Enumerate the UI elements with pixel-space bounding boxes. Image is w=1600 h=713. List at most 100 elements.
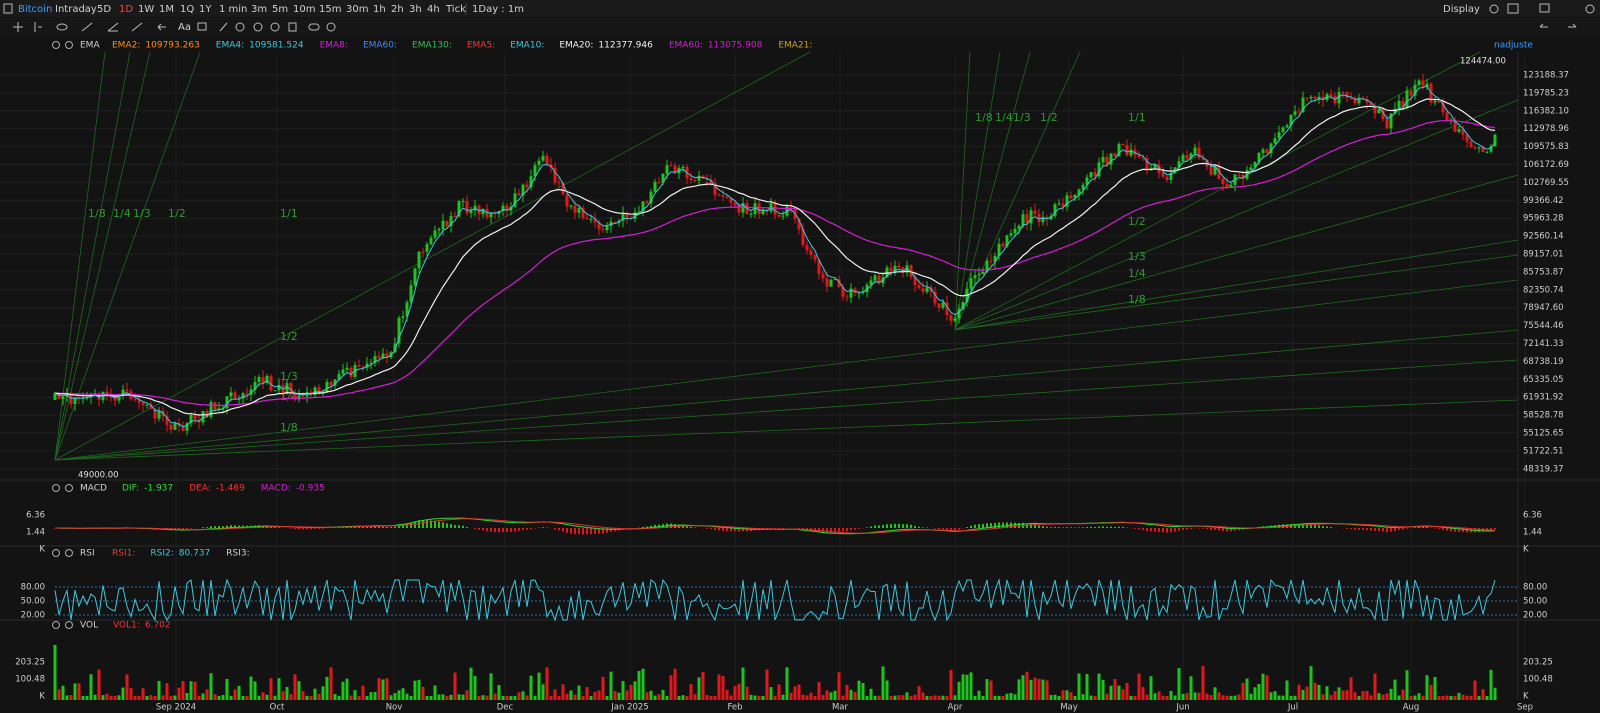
period-selector[interactable]: 1Day : 1m bbox=[472, 4, 524, 15]
volume-bar bbox=[941, 695, 945, 700]
volume-bar bbox=[657, 694, 661, 700]
note-tool[interactable] bbox=[197, 22, 207, 31]
interval[interactable]: 3m bbox=[251, 4, 267, 15]
interval[interactable]: 4h bbox=[427, 4, 440, 15]
pen-tool[interactable] bbox=[219, 22, 228, 32]
volume-bar bbox=[981, 695, 985, 700]
macd-bar bbox=[1138, 528, 1140, 530]
candle-body bbox=[525, 184, 529, 188]
candle-body bbox=[917, 285, 921, 289]
range[interactable]: 1M bbox=[159, 4, 174, 15]
volume-bar bbox=[61, 685, 65, 700]
study-name[interactable]: MACD bbox=[80, 484, 107, 494]
study-name[interactable]: RSI bbox=[80, 549, 95, 559]
volume-bar bbox=[109, 695, 113, 700]
interval[interactable]: 1 min bbox=[219, 4, 247, 15]
macd-bar bbox=[994, 522, 996, 528]
volume-bar bbox=[197, 696, 201, 700]
study-settings[interactable] bbox=[52, 484, 60, 492]
range[interactable]: 5D bbox=[97, 4, 111, 15]
volume-bar bbox=[1081, 694, 1085, 700]
link-tool[interactable] bbox=[308, 23, 320, 31]
macd-bar bbox=[398, 525, 400, 528]
delete-tool[interactable] bbox=[288, 22, 297, 32]
volume-bar bbox=[1145, 694, 1149, 700]
range[interactable]: Intraday bbox=[55, 4, 97, 15]
volume-bar bbox=[605, 695, 609, 700]
pattern-tool[interactable] bbox=[131, 22, 143, 32]
text-tool[interactable]: Aa bbox=[178, 22, 191, 33]
interval[interactable]: 10m bbox=[293, 4, 315, 15]
interval[interactable]: 5m bbox=[272, 4, 288, 15]
candle-body bbox=[921, 288, 925, 292]
macd-bar bbox=[506, 528, 508, 533]
candle-body bbox=[933, 291, 937, 304]
study-close[interactable] bbox=[65, 621, 73, 629]
interval[interactable]: 1h bbox=[373, 4, 386, 15]
range[interactable]: 1Y bbox=[199, 4, 212, 15]
volume-bar bbox=[129, 688, 133, 700]
fib-tool[interactable] bbox=[107, 22, 119, 32]
layout-icon[interactable] bbox=[1507, 3, 1519, 14]
study-close[interactable] bbox=[65, 41, 73, 49]
hide-tool[interactable] bbox=[270, 22, 280, 32]
lock-tool[interactable] bbox=[253, 22, 263, 32]
candle-body bbox=[1085, 177, 1089, 185]
study-close[interactable] bbox=[65, 484, 73, 492]
volume-bar bbox=[205, 689, 209, 700]
adjust-toggle[interactable]: nadjuste bbox=[1494, 41, 1533, 51]
volume-bar bbox=[465, 690, 469, 700]
settings-icon[interactable] bbox=[1489, 4, 1499, 14]
macd-bar bbox=[362, 526, 364, 528]
candle-body bbox=[845, 296, 849, 298]
interval[interactable]: Tick bbox=[445, 4, 466, 15]
candle-body bbox=[581, 207, 585, 218]
study-settings[interactable] bbox=[52, 549, 60, 557]
macd-bar bbox=[1154, 528, 1156, 532]
volume-bar bbox=[453, 672, 457, 700]
volume-bar bbox=[257, 695, 261, 700]
interval[interactable]: 3h bbox=[409, 4, 422, 15]
candle-body bbox=[829, 279, 833, 287]
move-tool[interactable] bbox=[13, 22, 23, 32]
range[interactable]: 1W bbox=[138, 4, 154, 15]
study-name[interactable]: EMA bbox=[80, 41, 100, 51]
candle-body bbox=[557, 182, 561, 184]
legend-value: 113075.908 bbox=[708, 41, 763, 51]
cursor-tool[interactable] bbox=[34, 22, 42, 32]
macd-bar bbox=[942, 528, 944, 530]
macd-bar bbox=[822, 528, 824, 533]
study-settings[interactable] bbox=[52, 41, 60, 49]
macd-bar bbox=[218, 526, 220, 528]
interval[interactable]: 15m bbox=[319, 4, 341, 15]
line-tool[interactable] bbox=[81, 22, 93, 32]
volume-bar bbox=[1209, 695, 1213, 700]
tool-settings[interactable] bbox=[326, 22, 336, 32]
sidebar-icon[interactable] bbox=[3, 3, 13, 14]
magnet-tool[interactable] bbox=[235, 22, 245, 32]
macd-bar bbox=[1134, 528, 1136, 529]
study-settings[interactable] bbox=[52, 621, 60, 629]
volume-bar bbox=[913, 694, 917, 700]
macd-bar bbox=[1066, 527, 1068, 528]
symbol[interactable]: Bitcoin bbox=[18, 4, 52, 15]
candle-body bbox=[1165, 176, 1169, 180]
study-name[interactable]: VOL bbox=[80, 621, 98, 631]
interval[interactable]: 2h bbox=[391, 4, 404, 15]
volume-bar bbox=[1041, 679, 1045, 700]
interval[interactable]: 30m bbox=[346, 4, 368, 15]
range[interactable]: 1Q bbox=[180, 4, 194, 15]
redo[interactable] bbox=[1568, 23, 1577, 28]
volume-bar bbox=[965, 674, 969, 700]
arrow-tool[interactable] bbox=[157, 23, 166, 31]
help-icon[interactable] bbox=[1585, 4, 1595, 14]
macd-bar bbox=[1490, 528, 1492, 531]
display-menu[interactable]: Display bbox=[1443, 4, 1480, 15]
candle-body bbox=[625, 213, 629, 219]
study-close[interactable] bbox=[65, 549, 73, 557]
camera-icon[interactable] bbox=[1539, 3, 1550, 13]
eye-tool[interactable] bbox=[56, 23, 68, 31]
range-active[interactable]: 1D bbox=[119, 4, 133, 15]
candle-body bbox=[141, 402, 145, 405]
undo[interactable] bbox=[1539, 23, 1548, 28]
